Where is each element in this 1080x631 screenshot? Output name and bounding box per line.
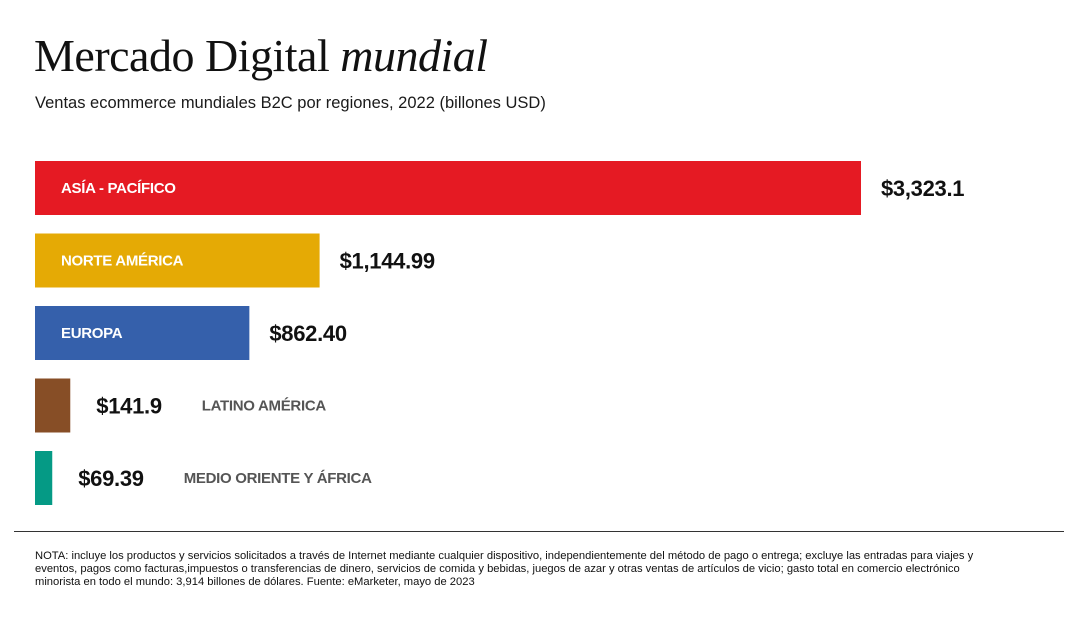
value-label-medio-oriente-y-africa: $69.39 — [78, 466, 144, 491]
chart-title-italic: mundial — [340, 30, 488, 81]
bar-latino-america — [35, 378, 71, 433]
category-label-latino-america: LATINO AMÉRICA — [202, 398, 327, 415]
chart-subtitle: Ventas ecommerce mundiales B2C por regio… — [35, 94, 546, 112]
bar-norte-america — [35, 233, 320, 288]
bar-chart: ASÍA - PACÍFICO $3,323.1 NORTE AMÉRICA $1,1… — [35, 161, 965, 505]
value-label-norte-america: $1,144.99 — [340, 249, 435, 274]
bar-europa — [35, 306, 250, 360]
chart-title-main: Mercado Digital — [34, 30, 330, 81]
divider-line — [14, 531, 1064, 532]
value-label-latino-america: $141.9 — [96, 394, 162, 419]
bar-asia-pacifico — [35, 161, 861, 215]
value-label-asia-pacifico: $3,323.1 — [881, 176, 964, 201]
category-label-europa: EUROPA — [61, 325, 123, 342]
bar-medio-oriente-y-africa — [35, 451, 53, 505]
footnote: NOTA: incluye los productos y servicios … — [35, 550, 974, 589]
category-label-norte-america: NORTE AMÉRICA — [61, 253, 184, 270]
category-label-medio-oriente-y-africa: MEDIO ORIENTE Y ÁFRICA — [184, 470, 372, 487]
value-label-europa: $862.40 — [269, 321, 346, 346]
chart-title: Mercado Digital mundial — [34, 30, 488, 82]
category-label-asia-pacifico: ASÍA - PACÍFICO — [61, 180, 176, 197]
